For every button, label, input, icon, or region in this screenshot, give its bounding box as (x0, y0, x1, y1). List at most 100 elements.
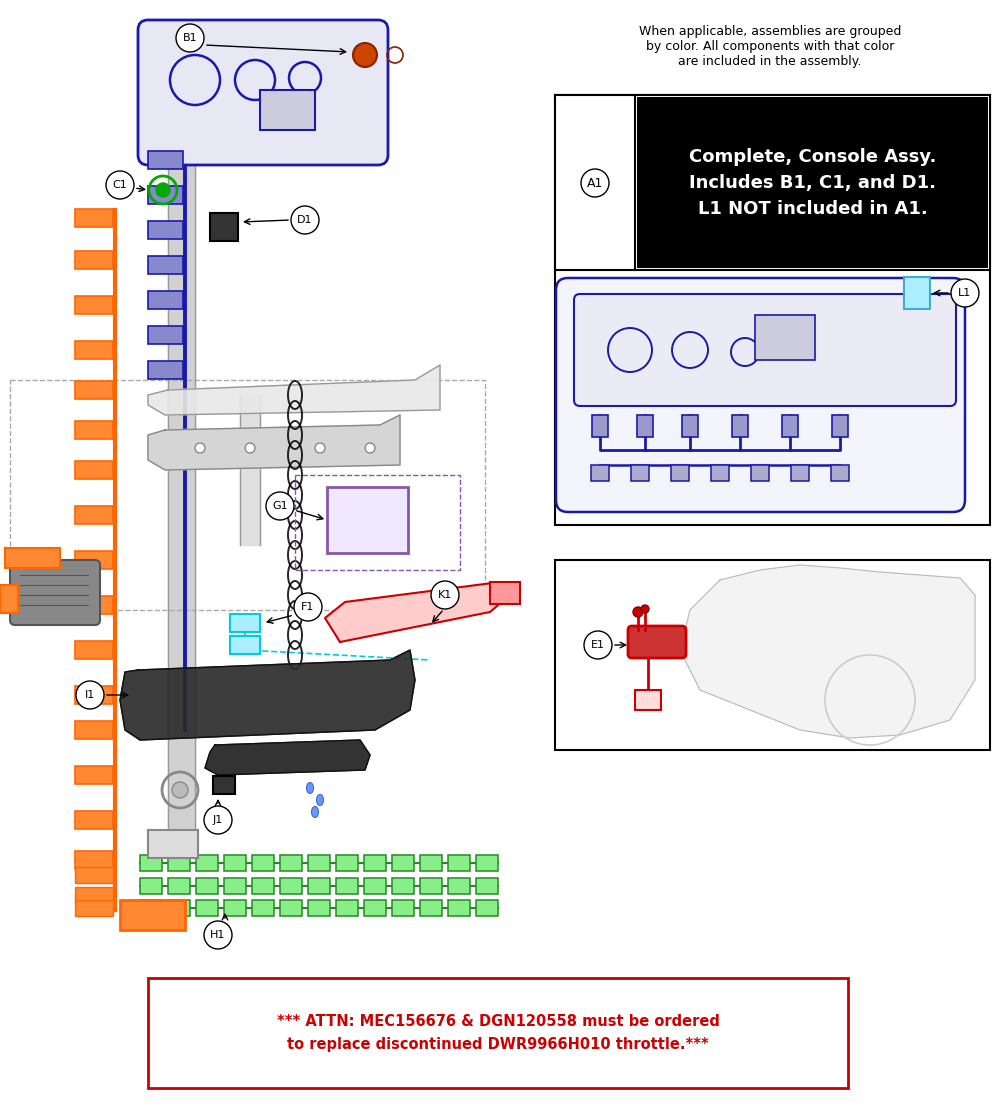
Bar (308, 900, 330, 916)
Bar (148, 290, 183, 309)
Bar (295, 475, 460, 570)
Bar (280, 900, 302, 916)
Bar (831, 465, 849, 481)
Bar (213, 776, 235, 794)
Bar (148, 151, 183, 169)
Bar (0, 585, 18, 613)
Bar (168, 878, 190, 894)
Text: E1: E1 (591, 640, 605, 650)
Bar (148, 978, 848, 1089)
Bar (252, 855, 274, 871)
Bar (252, 878, 274, 894)
Circle shape (195, 443, 205, 453)
Bar (392, 878, 414, 894)
Bar (196, 855, 218, 871)
Ellipse shape (307, 782, 314, 794)
Bar (75, 595, 113, 614)
Circle shape (245, 443, 255, 453)
Bar (196, 878, 218, 894)
FancyBboxPatch shape (556, 278, 965, 512)
Text: L1: L1 (958, 288, 972, 298)
Bar (75, 887, 113, 903)
Bar (75, 766, 113, 784)
Text: K1: K1 (438, 590, 452, 600)
Bar (592, 415, 608, 437)
Circle shape (156, 183, 170, 197)
Bar (196, 900, 218, 916)
Circle shape (353, 43, 377, 67)
Circle shape (365, 443, 375, 453)
Bar (75, 867, 113, 883)
Bar (280, 878, 302, 894)
Bar (120, 900, 185, 930)
Bar (555, 95, 990, 270)
Bar (10, 380, 485, 610)
Bar (476, 855, 498, 871)
Bar (364, 855, 386, 871)
Circle shape (315, 443, 325, 453)
Bar (308, 878, 330, 894)
Text: C1: C1 (113, 180, 127, 190)
Text: J1: J1 (213, 815, 223, 825)
Circle shape (204, 806, 232, 834)
Text: When applicable, assemblies are grouped
by color. All components with that color: When applicable, assemblies are grouped … (639, 24, 901, 68)
Bar (230, 636, 260, 654)
Text: I1: I1 (85, 690, 95, 700)
Bar (732, 415, 748, 437)
Bar (755, 315, 815, 359)
Bar (75, 811, 113, 829)
Circle shape (641, 605, 649, 613)
Bar (751, 465, 769, 481)
Circle shape (581, 169, 609, 197)
Bar (140, 900, 162, 916)
Bar (75, 421, 113, 439)
Bar (224, 900, 246, 916)
Text: G1: G1 (272, 501, 288, 511)
Circle shape (172, 782, 188, 798)
Bar (631, 465, 649, 481)
Bar (75, 900, 113, 916)
Bar (230, 614, 260, 632)
Polygon shape (148, 365, 440, 415)
Bar (490, 582, 520, 604)
Bar (832, 415, 848, 437)
Bar (555, 95, 990, 525)
Text: H1: H1 (210, 930, 226, 940)
Bar (75, 296, 113, 314)
Bar (392, 900, 414, 916)
Bar (75, 252, 113, 269)
Bar (637, 415, 653, 437)
Bar (75, 506, 113, 524)
Bar (75, 551, 113, 569)
Bar (224, 855, 246, 871)
Circle shape (204, 920, 232, 949)
Bar (75, 381, 113, 398)
Bar (168, 855, 190, 871)
Bar (140, 878, 162, 894)
Polygon shape (148, 415, 400, 470)
Bar (260, 90, 315, 130)
Circle shape (951, 279, 979, 307)
Text: F1: F1 (301, 602, 315, 612)
Ellipse shape (312, 807, 319, 818)
Polygon shape (205, 740, 370, 775)
Circle shape (633, 607, 643, 617)
Bar (635, 690, 661, 710)
Bar (148, 256, 183, 274)
Circle shape (584, 631, 612, 659)
Bar (308, 855, 330, 871)
FancyBboxPatch shape (904, 277, 930, 309)
Bar (591, 465, 609, 481)
Bar (336, 878, 358, 894)
Bar (224, 878, 246, 894)
Bar (448, 855, 470, 871)
Bar (75, 641, 113, 659)
FancyBboxPatch shape (574, 294, 956, 406)
Circle shape (176, 24, 204, 52)
Bar (476, 900, 498, 916)
FancyBboxPatch shape (10, 560, 100, 626)
Bar (75, 721, 113, 739)
Bar (148, 830, 198, 858)
Bar (148, 186, 183, 204)
Bar (75, 341, 113, 359)
